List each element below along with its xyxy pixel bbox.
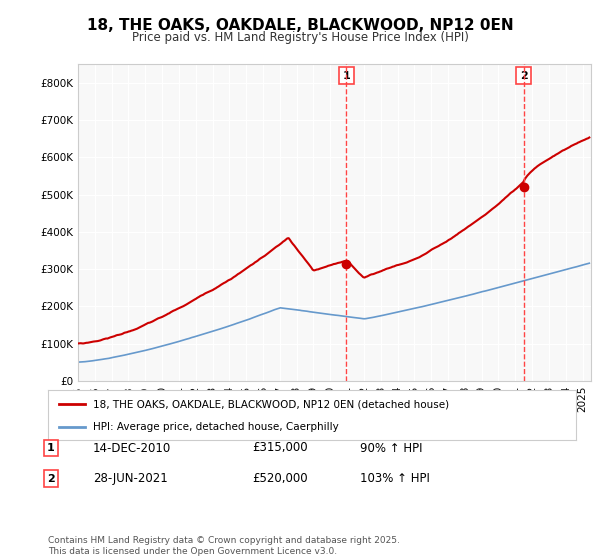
Text: Contains HM Land Registry data © Crown copyright and database right 2025.
This d: Contains HM Land Registry data © Crown c…	[48, 536, 400, 556]
Text: HPI: Average price, detached house, Caerphilly: HPI: Average price, detached house, Caer…	[93, 422, 338, 432]
Text: 103% ↑ HPI: 103% ↑ HPI	[360, 472, 430, 486]
Text: £520,000: £520,000	[252, 472, 308, 486]
Text: £315,000: £315,000	[252, 441, 308, 455]
Text: 18, THE OAKS, OAKDALE, BLACKWOOD, NP12 0EN: 18, THE OAKS, OAKDALE, BLACKWOOD, NP12 0…	[86, 18, 514, 33]
Text: 1: 1	[343, 71, 350, 81]
Text: 90% ↑ HPI: 90% ↑ HPI	[360, 441, 422, 455]
Text: 2: 2	[520, 71, 527, 81]
Text: 1: 1	[47, 443, 55, 453]
Text: 14-DEC-2010: 14-DEC-2010	[93, 441, 171, 455]
Text: 28-JUN-2021: 28-JUN-2021	[93, 472, 168, 486]
Text: 2: 2	[47, 474, 55, 484]
Text: 18, THE OAKS, OAKDALE, BLACKWOOD, NP12 0EN (detached house): 18, THE OAKS, OAKDALE, BLACKWOOD, NP12 0…	[93, 399, 449, 409]
Text: Price paid vs. HM Land Registry's House Price Index (HPI): Price paid vs. HM Land Registry's House …	[131, 31, 469, 44]
